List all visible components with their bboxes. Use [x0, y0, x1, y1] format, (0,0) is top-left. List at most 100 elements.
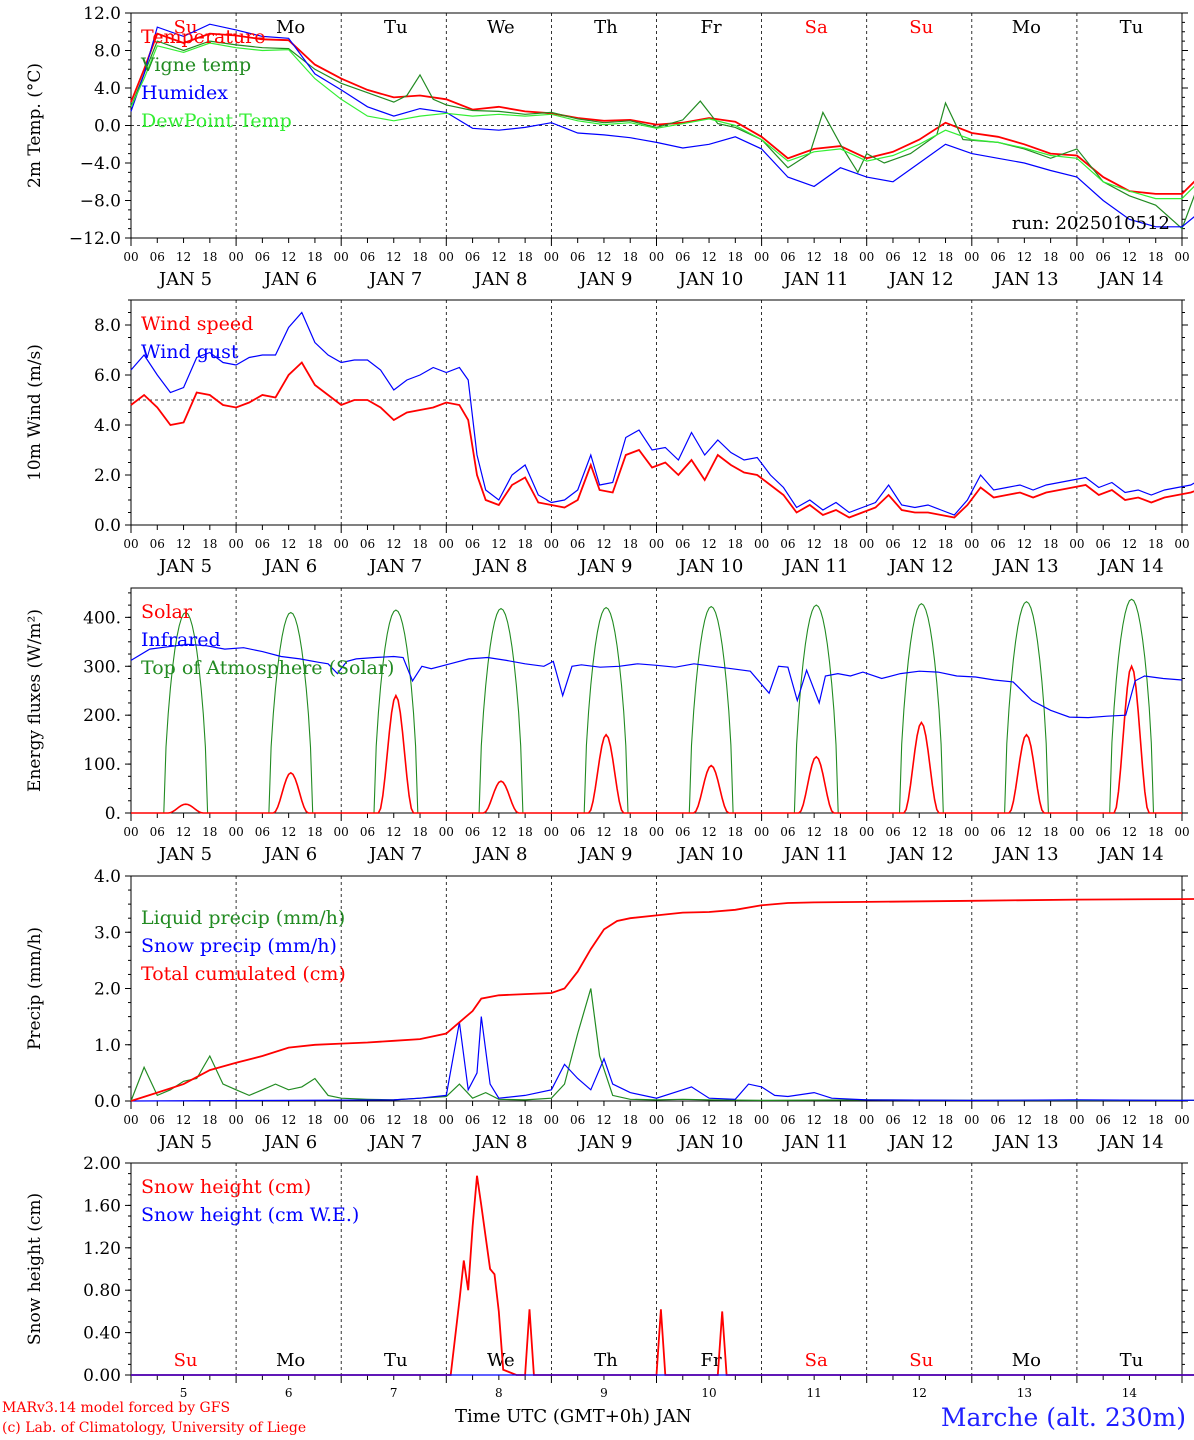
x-date-label: JAN 14 — [1097, 844, 1164, 865]
x-hour-label: 18 — [517, 825, 532, 839]
x-date-label: JAN 10 — [677, 1132, 744, 1153]
x-hour-label: 18 — [517, 250, 532, 264]
x-hour-label: 00 — [1069, 537, 1084, 551]
y-tick-label: 4.0 — [94, 867, 121, 887]
x-hour-label: 18 — [728, 537, 743, 551]
x-hour-label: 06 — [570, 825, 585, 839]
x-hour-label: 06 — [360, 825, 375, 839]
x-hour-label: 18 — [623, 250, 638, 264]
x-hour-label: 00 — [964, 1113, 979, 1127]
x-hour-label: 00 — [754, 250, 769, 264]
x-hour-label: 12 — [386, 1113, 401, 1127]
x-hour-label: 12 — [701, 1113, 716, 1127]
y-tick-label: 12.0 — [83, 4, 121, 24]
panel-3: 400. 300. 200. 100. 0. Energy fluxes (W/m²) 00… — [25, 587, 1190, 865]
x-hour-label: 12 — [176, 537, 191, 551]
x-date-label: JAN 12 — [887, 844, 954, 865]
x-hour-label: 18 — [412, 1113, 427, 1127]
x-hour-label: 00 — [649, 537, 664, 551]
x-date-label: JAN 11 — [782, 269, 849, 290]
y-tick-label: 1.60 — [83, 1196, 121, 1216]
legend-entry: Total cumulated (cm) — [141, 963, 346, 985]
station-label: Marche (alt. 230m) — [940, 1403, 1186, 1432]
x-date-label: JAN 7 — [367, 1132, 422, 1153]
x-hour-label: 12 — [807, 825, 822, 839]
x-hour-label: 18 — [412, 825, 427, 839]
x-hour-label: 12 — [281, 825, 296, 839]
y-tick-label: 0.00 — [83, 1366, 121, 1386]
x-hour-label: 06 — [675, 250, 690, 264]
x-date-label: JAN 11 — [782, 556, 849, 577]
y-axis-label: Precip (mm/h) — [25, 927, 45, 1050]
y-tick-label: 8.0 — [94, 316, 121, 336]
x-date-label: JAN 14 — [1097, 1132, 1164, 1153]
x-hour-label: 06 — [885, 250, 900, 264]
weekday-label: Mo — [276, 1350, 305, 1371]
x-hour-label: 18 — [728, 825, 743, 839]
x-hour-label: 06 — [360, 1113, 375, 1127]
x-hour-label: 00 — [123, 537, 138, 551]
x-hour-label: 06 — [465, 825, 480, 839]
series-line-total-cumulated-cm- — [130, 898, 1194, 1102]
x-hour-label: 18 — [728, 1113, 743, 1127]
y-tick-label: 300. — [83, 657, 121, 677]
x-hour-label: 18 — [307, 537, 322, 551]
plot-frame — [130, 587, 1183, 814]
x-hour-label: 06 — [990, 250, 1005, 264]
weekday-label: Tu — [384, 1350, 408, 1371]
lab-credit: (c) Lab. of Climatology, University of L… — [2, 1420, 307, 1436]
x-hour-label: 18 — [412, 250, 427, 264]
x-date-label: JAN 10 — [677, 844, 744, 865]
x-hour-label: 00 — [1174, 825, 1189, 839]
x-hour-label: 18 — [938, 1113, 953, 1127]
series-line-liquid-precip-mm-h- — [130, 988, 1194, 1102]
x-day-number: 5 — [180, 1386, 188, 1400]
x-date-label: JAN 12 — [887, 1132, 954, 1153]
x-hour-label: 06 — [885, 537, 900, 551]
x-date-label: JAN 11 — [782, 844, 849, 865]
x-day-number: 6 — [285, 1386, 293, 1400]
x-hour-label: 06 — [150, 1113, 165, 1127]
y-tick-label: 0. — [105, 804, 121, 824]
x-day-number: 7 — [390, 1386, 398, 1400]
x-hour-label: 12 — [1017, 825, 1032, 839]
x-hour-label: 12 — [176, 1113, 191, 1127]
x-hour-label: 18 — [202, 1113, 217, 1127]
x-hour-label: 18 — [307, 1113, 322, 1127]
x-hour-label: 06 — [990, 1113, 1005, 1127]
y-tick-label: 0.0 — [94, 516, 121, 536]
x-hour-label: 18 — [623, 537, 638, 551]
x-hour-label: 18 — [938, 537, 953, 551]
x-hour-label: 00 — [228, 825, 243, 839]
x-hour-label: 00 — [334, 250, 349, 264]
y-tick-label: −12.0 — [69, 229, 121, 249]
y-tick-label: 0.40 — [83, 1324, 121, 1344]
x-hour-label: 12 — [176, 825, 191, 839]
x-date-label: JAN 14 — [1097, 556, 1164, 577]
y-tick-label: 3.0 — [94, 923, 121, 943]
x-hour-label: 06 — [570, 537, 585, 551]
x-hour-label: 00 — [1174, 537, 1189, 551]
y-tick-label: 100. — [83, 755, 121, 775]
legend-entry: Liquid precip (mm/h) — [141, 907, 345, 929]
legend-entry: Snow height (cm W.E.) — [141, 1204, 359, 1226]
x-hour-label: 00 — [1174, 1113, 1189, 1127]
x-hour-label: 06 — [675, 825, 690, 839]
x-hour-label: 06 — [570, 250, 585, 264]
weekday-label: Tu — [384, 17, 408, 38]
x-hour-label: 06 — [780, 537, 795, 551]
weekday-label: We — [487, 1350, 515, 1371]
x-hour-label: 12 — [701, 825, 716, 839]
x-hour-label: 18 — [202, 250, 217, 264]
y-axis-label: 10m Wind (m/s) — [25, 344, 45, 481]
x-hour-label: 06 — [1096, 250, 1111, 264]
x-hour-label: 12 — [1122, 825, 1137, 839]
x-hour-label: 12 — [596, 250, 611, 264]
y-axis-label: 2m Temp. (°C) — [25, 63, 45, 188]
x-hour-label: 12 — [912, 250, 927, 264]
x-date-label: JAN 9 — [577, 844, 632, 865]
x-hour-label: 06 — [360, 250, 375, 264]
x-hour-label: 18 — [1043, 1113, 1058, 1127]
x-date-label: JAN 12 — [887, 556, 954, 577]
legend-entry: DewPoint Temp — [141, 110, 292, 132]
